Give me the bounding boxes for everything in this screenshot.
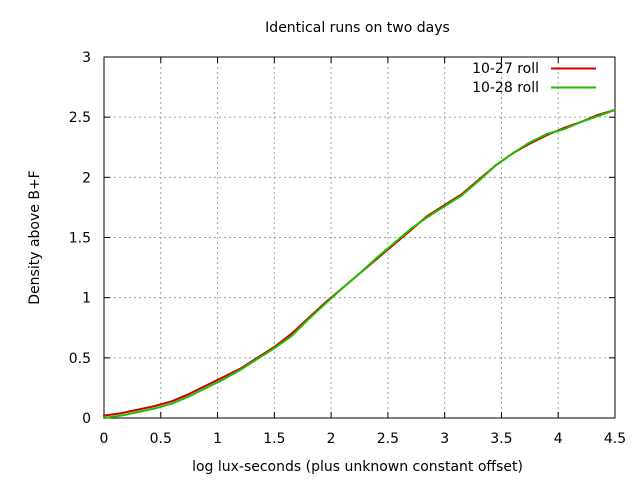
y-tick-label: 3 bbox=[82, 50, 91, 66]
x-tick-label: 1 bbox=[213, 431, 222, 447]
x-tick-label: 4 bbox=[554, 431, 563, 447]
y-tick-label: 2.5 bbox=[69, 110, 91, 126]
y-tick-label: 0.5 bbox=[69, 351, 91, 367]
x-axis-label: log lux-seconds (plus unknown constant o… bbox=[192, 459, 523, 475]
x-tick-label: 1.5 bbox=[263, 431, 285, 447]
x-tick-label: 3.5 bbox=[490, 431, 512, 447]
y-tick-label: 2 bbox=[82, 170, 91, 186]
legend-label-10-27-roll: 10-27 roll bbox=[472, 61, 539, 77]
y-tick-label: 0 bbox=[82, 411, 91, 427]
x-tick-label: 4.5 bbox=[604, 431, 626, 447]
x-tick-label: 0 bbox=[100, 431, 109, 447]
x-tick-label: 0.5 bbox=[150, 431, 172, 447]
y-tick-label: 1.5 bbox=[69, 231, 91, 247]
series-line-10-27-roll bbox=[103, 108, 616, 417]
y-tick-label: 1 bbox=[82, 291, 91, 307]
tick-layer: 0 0.5 1 1.5 2 2.5 3 3.5 4 4.5 0 0.5 1 1.5 2 2.5 3 bbox=[69, 50, 626, 447]
x-tick-label: 2.5 bbox=[377, 431, 399, 447]
chart-title: Identical runs on two days bbox=[265, 20, 450, 36]
x-tick-label: 2 bbox=[327, 431, 336, 447]
x-tick-label: 3 bbox=[440, 431, 449, 447]
legend-label-10-28-roll: 10-28 roll bbox=[472, 80, 539, 96]
legend: 10-27 roll 10-28 roll bbox=[472, 61, 596, 96]
series-layer bbox=[103, 108, 616, 419]
series-line-10-28-roll bbox=[103, 108, 616, 419]
y-axis-label: Density above B+F bbox=[27, 170, 43, 304]
grid-layer bbox=[104, 57, 615, 418]
